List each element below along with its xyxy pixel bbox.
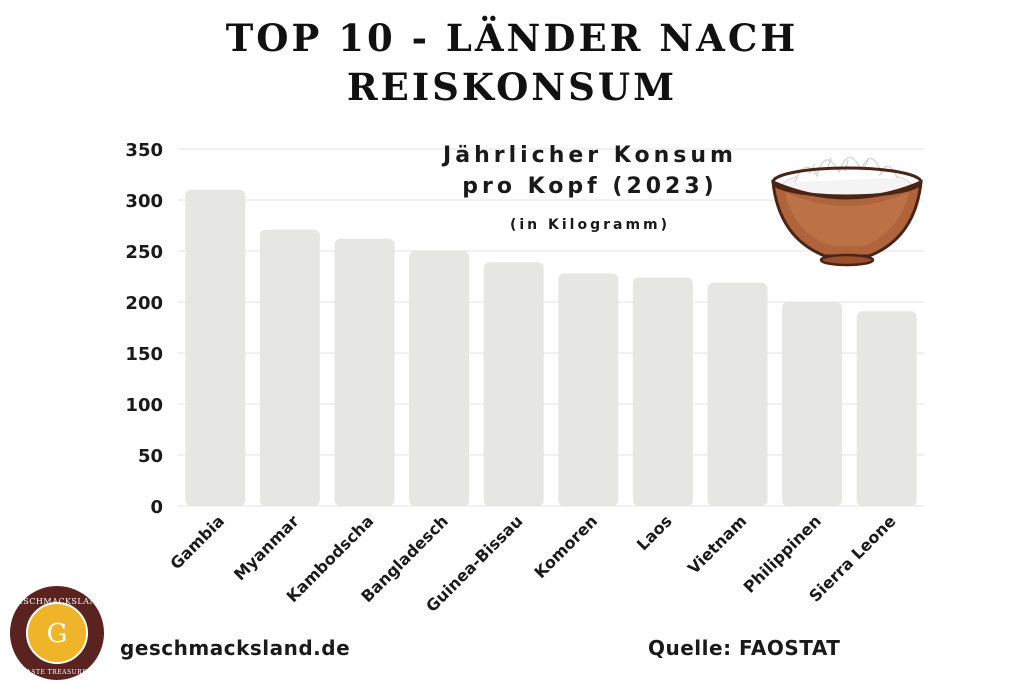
bar-sierra-leone: [856, 311, 917, 506]
x-tick-label: Laos: [633, 511, 676, 554]
x-tick-label: Philippinen: [740, 511, 825, 596]
bar-guinea-bissau: [483, 262, 544, 506]
logo-ring-text: GESCHMACKSLAND: [10, 597, 104, 606]
bar-kambodscha: [334, 238, 395, 506]
bar-vietnam: [707, 282, 768, 506]
chart-title-line-2: REISKONSUM: [346, 65, 678, 109]
y-tick-label: 50: [138, 446, 163, 467]
x-tick-label: Myanmar: [230, 511, 303, 584]
logo-tagline: TASTE TREASURES: [22, 669, 91, 676]
x-tick-label: Gambia: [166, 511, 228, 573]
y-tick-label: 150: [125, 344, 163, 365]
y-tick-label: 0: [150, 497, 163, 518]
y-tick-label: 100: [125, 395, 163, 416]
geschmacksland-logo-icon: G GESCHMACKSLAND TASTE TREASURES: [10, 586, 104, 680]
bar-myanmar: [259, 229, 320, 506]
chart-title-line-1: TOP 10 - LÄNDER NACH: [225, 16, 799, 60]
bar-gambia: [185, 189, 246, 507]
website-link[interactable]: geschmacksland.de: [120, 636, 351, 660]
bar-bangladesch: [409, 251, 470, 506]
x-tick-label: Vietnam: [684, 511, 750, 577]
rice-bowl-icon: [771, 156, 923, 267]
y-tick-label: 350: [125, 140, 163, 161]
logo-letter: G: [47, 619, 68, 649]
unit-label: (in Kilogramm): [509, 217, 671, 233]
bar-laos: [632, 277, 693, 506]
chart-subtitle: Jährlicher Konsum pro Kopf (2023): [400, 140, 780, 202]
y-tick-label: 250: [125, 242, 163, 263]
source-label: Quelle: FAOSTAT: [648, 636, 841, 660]
bar-philippinen: [782, 302, 843, 506]
chart-title: TOP 10 - LÄNDER NACH REISKONSUM: [0, 14, 1024, 112]
chart-subtitle-line-2: pro Kopf (2023): [462, 174, 718, 199]
y-tick-label: 300: [125, 191, 163, 212]
chart-subtitle-line-1: Jährlicher Konsum: [443, 143, 737, 168]
bar-komoren: [558, 273, 619, 506]
y-tick-label: 200: [125, 293, 163, 314]
x-tick-label: Komoren: [530, 511, 601, 582]
